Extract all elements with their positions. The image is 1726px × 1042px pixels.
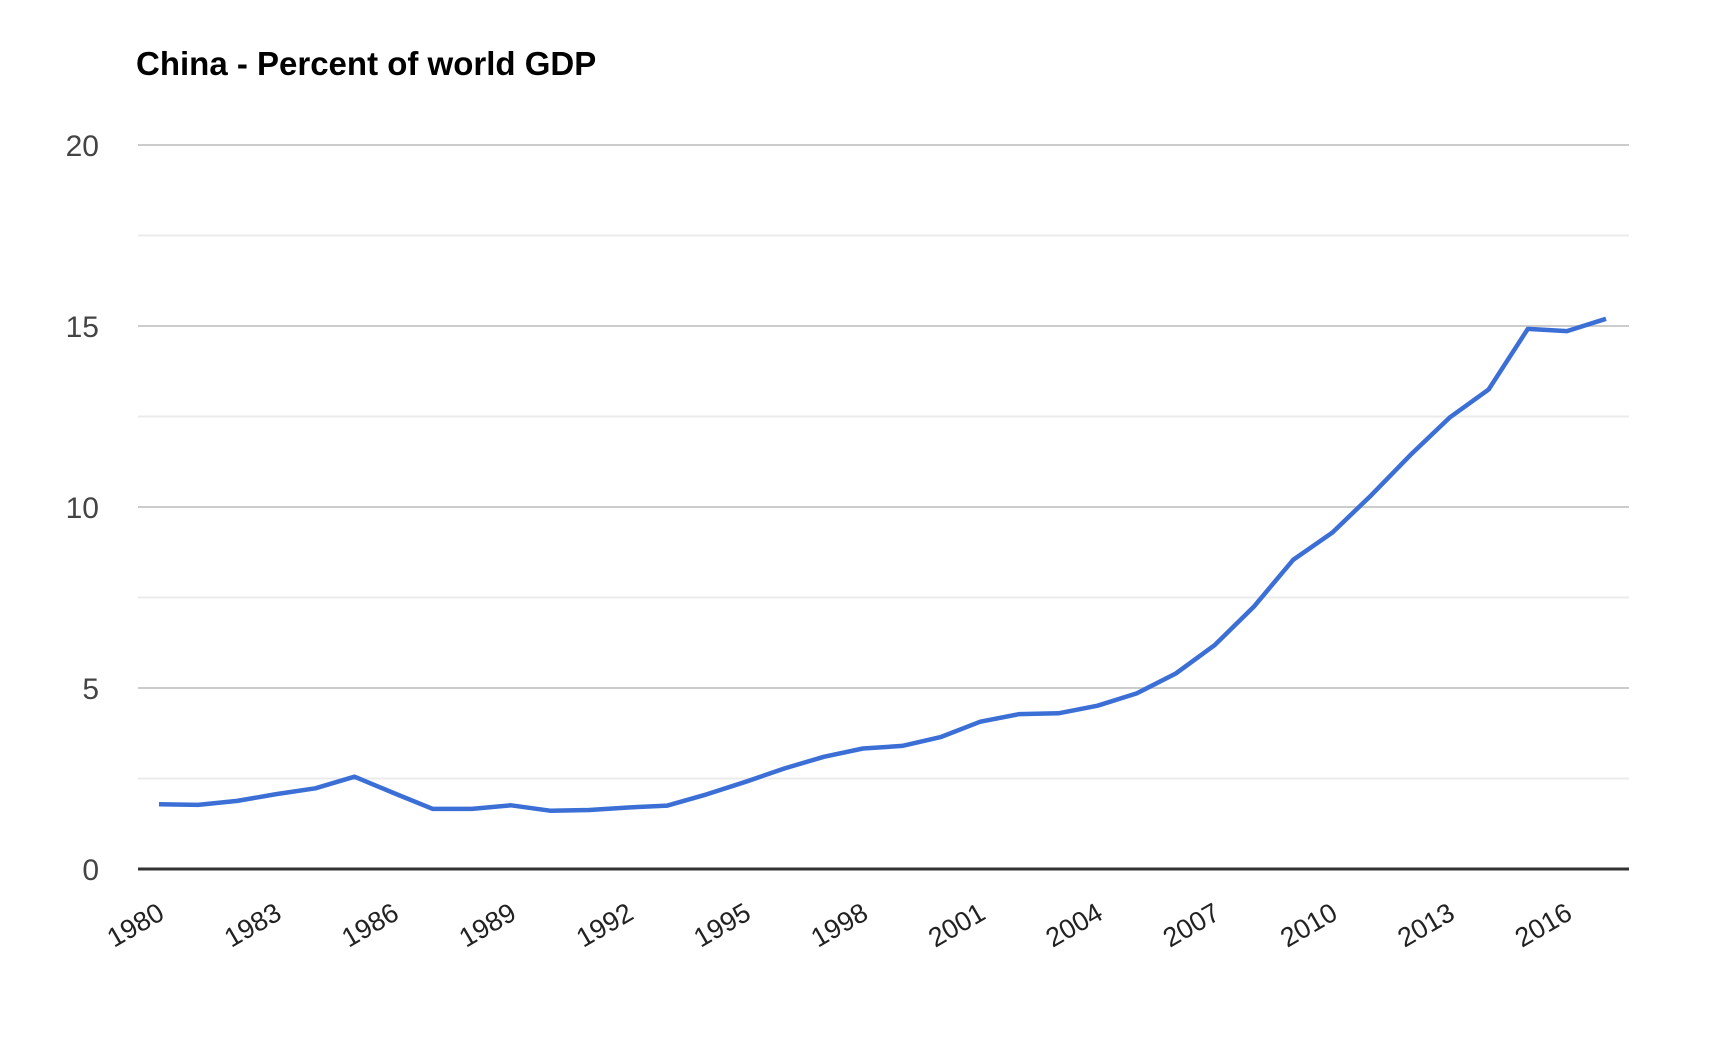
x-tick-label: 2007 (1158, 897, 1225, 953)
x-tick-label: 2013 (1393, 897, 1460, 953)
x-tick-label: 1989 (454, 897, 521, 953)
y-tick-label: 20 (66, 130, 99, 163)
major-gridlines (138, 144, 1629, 689)
y-tick-label: 15 (66, 311, 99, 344)
x-tick-label: 1980 (102, 897, 169, 953)
x-tick-label: 1992 (571, 897, 638, 953)
y-tick-label: 10 (66, 492, 99, 525)
x-tick-label: 1995 (689, 897, 756, 953)
x-tick-label: 2004 (1041, 897, 1108, 953)
series-line-china (158, 316, 1607, 813)
x-tick-label: 1986 (337, 897, 404, 953)
x-tick-label: 1983 (219, 897, 286, 953)
series-layer (158, 316, 1607, 813)
x-tick-label: 2016 (1510, 897, 1577, 953)
x-axis-tick-labels: 1980 1983 1986 1989 1992 1995 1998 2001 2004 2007… (102, 897, 1577, 953)
minor-gridlines (138, 234, 1629, 780)
y-tick-label: 0 (82, 854, 99, 887)
y-tick-label: 5 (82, 673, 99, 706)
y-axis-tick-labels: 0 5 10 15 20 (66, 130, 99, 887)
x-tick-label: 2010 (1275, 897, 1342, 953)
x-tick-label: 2001 (923, 897, 990, 953)
x-tick-label: 1998 (806, 897, 873, 953)
chart-title: China - Percent of world GDP (136, 45, 596, 82)
